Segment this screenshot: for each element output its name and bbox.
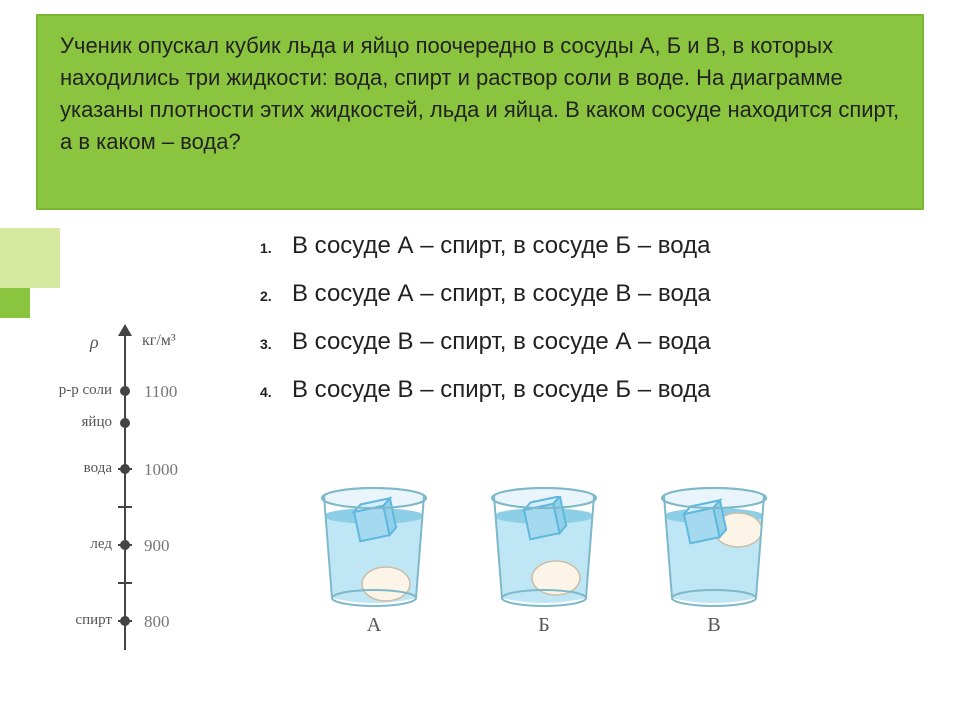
vessel-label: А [310, 614, 438, 637]
answer-number: 4. [260, 384, 292, 400]
answer-option[interactable]: 4.В сосуде В – спирт, в сосуде Б – вода [260, 376, 940, 404]
vessel-graphic [480, 480, 608, 608]
vessel-graphic [310, 480, 438, 608]
axis-point [120, 616, 130, 626]
question-box: Ученик опускал кубик льда и яйцо поочере… [36, 14, 924, 210]
axis-tick [118, 582, 132, 584]
density-axis: ρ кг/м³ р-р соли 1100 яйцо вода 1000 лед 900 сп… [32, 330, 232, 660]
answer-number: 3. [260, 336, 292, 352]
axis-symbol: ρ [90, 332, 99, 353]
axis-left-label: спирт [32, 612, 112, 629]
vessel: В [650, 480, 778, 680]
answer-text: В сосуде В – спирт, в сосуде Б – вода [292, 376, 710, 404]
vessel-label: В [650, 614, 778, 637]
vessel-row: А Б [310, 480, 870, 680]
axis-point [120, 464, 130, 474]
axis-right-label: 1100 [144, 382, 177, 402]
axis-right-label: 900 [144, 536, 170, 556]
axis-unit: кг/м³ [142, 332, 176, 350]
axis-tick [118, 506, 132, 508]
answer-list: 1.В сосуде А – спирт, в сосуде Б – вода 2… [260, 232, 940, 424]
answer-text: В сосуде В – спирт, в сосуде А – вода [292, 328, 711, 356]
vessel: Б [480, 480, 608, 680]
axis-line [124, 330, 126, 650]
axis-right-label: 1000 [144, 460, 178, 480]
answer-option[interactable]: 2.В сосуде А – спирт, в сосуде В – вода [260, 280, 940, 308]
axis-point [120, 540, 130, 550]
vessel-graphic [650, 480, 778, 608]
axis-point [120, 386, 130, 396]
axis-arrow-icon [118, 324, 132, 336]
axis-right-label: 800 [144, 612, 170, 632]
axis-left-label: вода [32, 460, 112, 477]
answer-number: 1. [260, 240, 292, 256]
answer-text: В сосуде А – спирт, в сосуде В – вода [292, 280, 711, 308]
answer-text: В сосуде А – спирт, в сосуде Б – вода [292, 232, 710, 260]
vessel: А [310, 480, 438, 680]
axis-left-label: р-р соли [32, 382, 112, 399]
axis-point [120, 418, 130, 428]
answer-number: 2. [260, 288, 292, 304]
question-text: Ученик опускал кубик льда и яйцо поочере… [60, 33, 899, 154]
axis-left-label: яйцо [32, 414, 112, 431]
answer-option[interactable]: 3.В сосуде В – спирт, в сосуде А – вода [260, 328, 940, 356]
decorative-square-small [0, 288, 30, 318]
axis-left-label: лед [32, 536, 112, 553]
answer-option[interactable]: 1.В сосуде А – спирт, в сосуде Б – вода [260, 232, 940, 260]
decorative-square-large [0, 228, 60, 288]
vessel-label: Б [480, 614, 608, 637]
